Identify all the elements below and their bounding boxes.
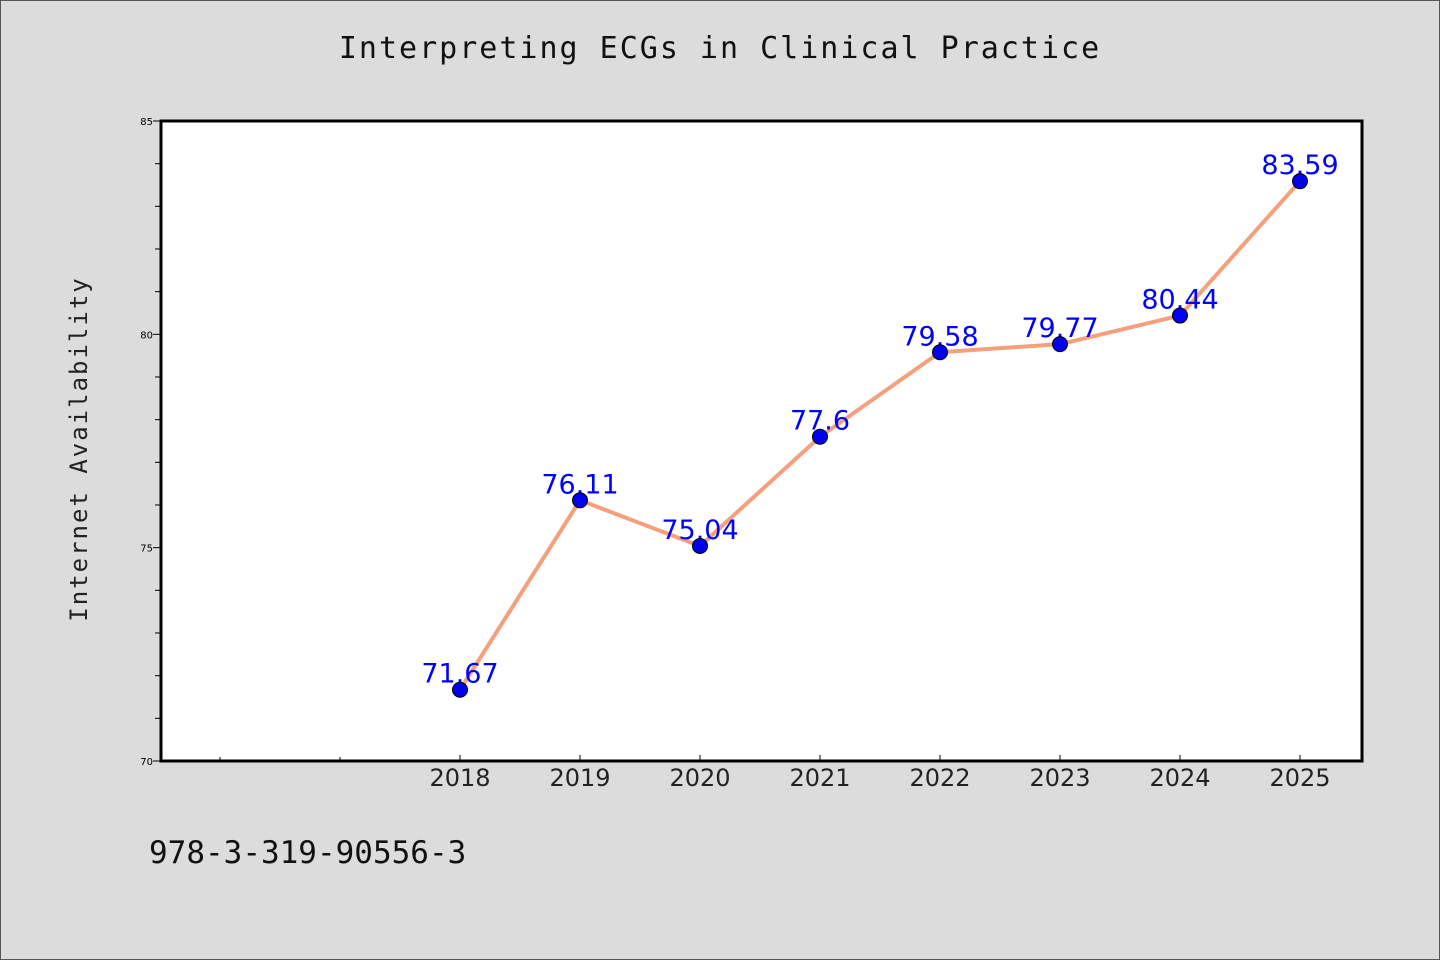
chart-title: Interpreting ECGs in Clinical Practice [338,31,1102,66]
x-tick-label: 2022 [909,764,970,792]
x-tick-label: 2020 [669,764,730,792]
x-tick-label: 2025 [1269,764,1330,792]
data-point [932,344,948,361]
data-point [1292,173,1308,190]
y-tick-label: 85 [140,117,153,128]
y-tick-label: 70 [140,757,153,768]
data-point [452,681,468,698]
data-point [572,492,588,509]
data-point [692,537,708,554]
y-tick-label: 75 [140,544,153,555]
x-tick-label: 2024 [1149,764,1210,792]
data-point [1172,307,1188,324]
plot-area [159,119,1364,763]
series-line [458,179,1302,691]
x-tick-label: 2018 [429,764,490,792]
y-tick-label: 80 [140,330,153,341]
x-tick-label: 2021 [789,764,850,792]
data-point [1052,336,1068,353]
x-tick-label: 2023 [1029,764,1090,792]
x-tick-label: 2019 [549,764,610,792]
data-point [812,428,828,445]
isbn-text: 978-3-319-90556-3 [149,835,467,871]
